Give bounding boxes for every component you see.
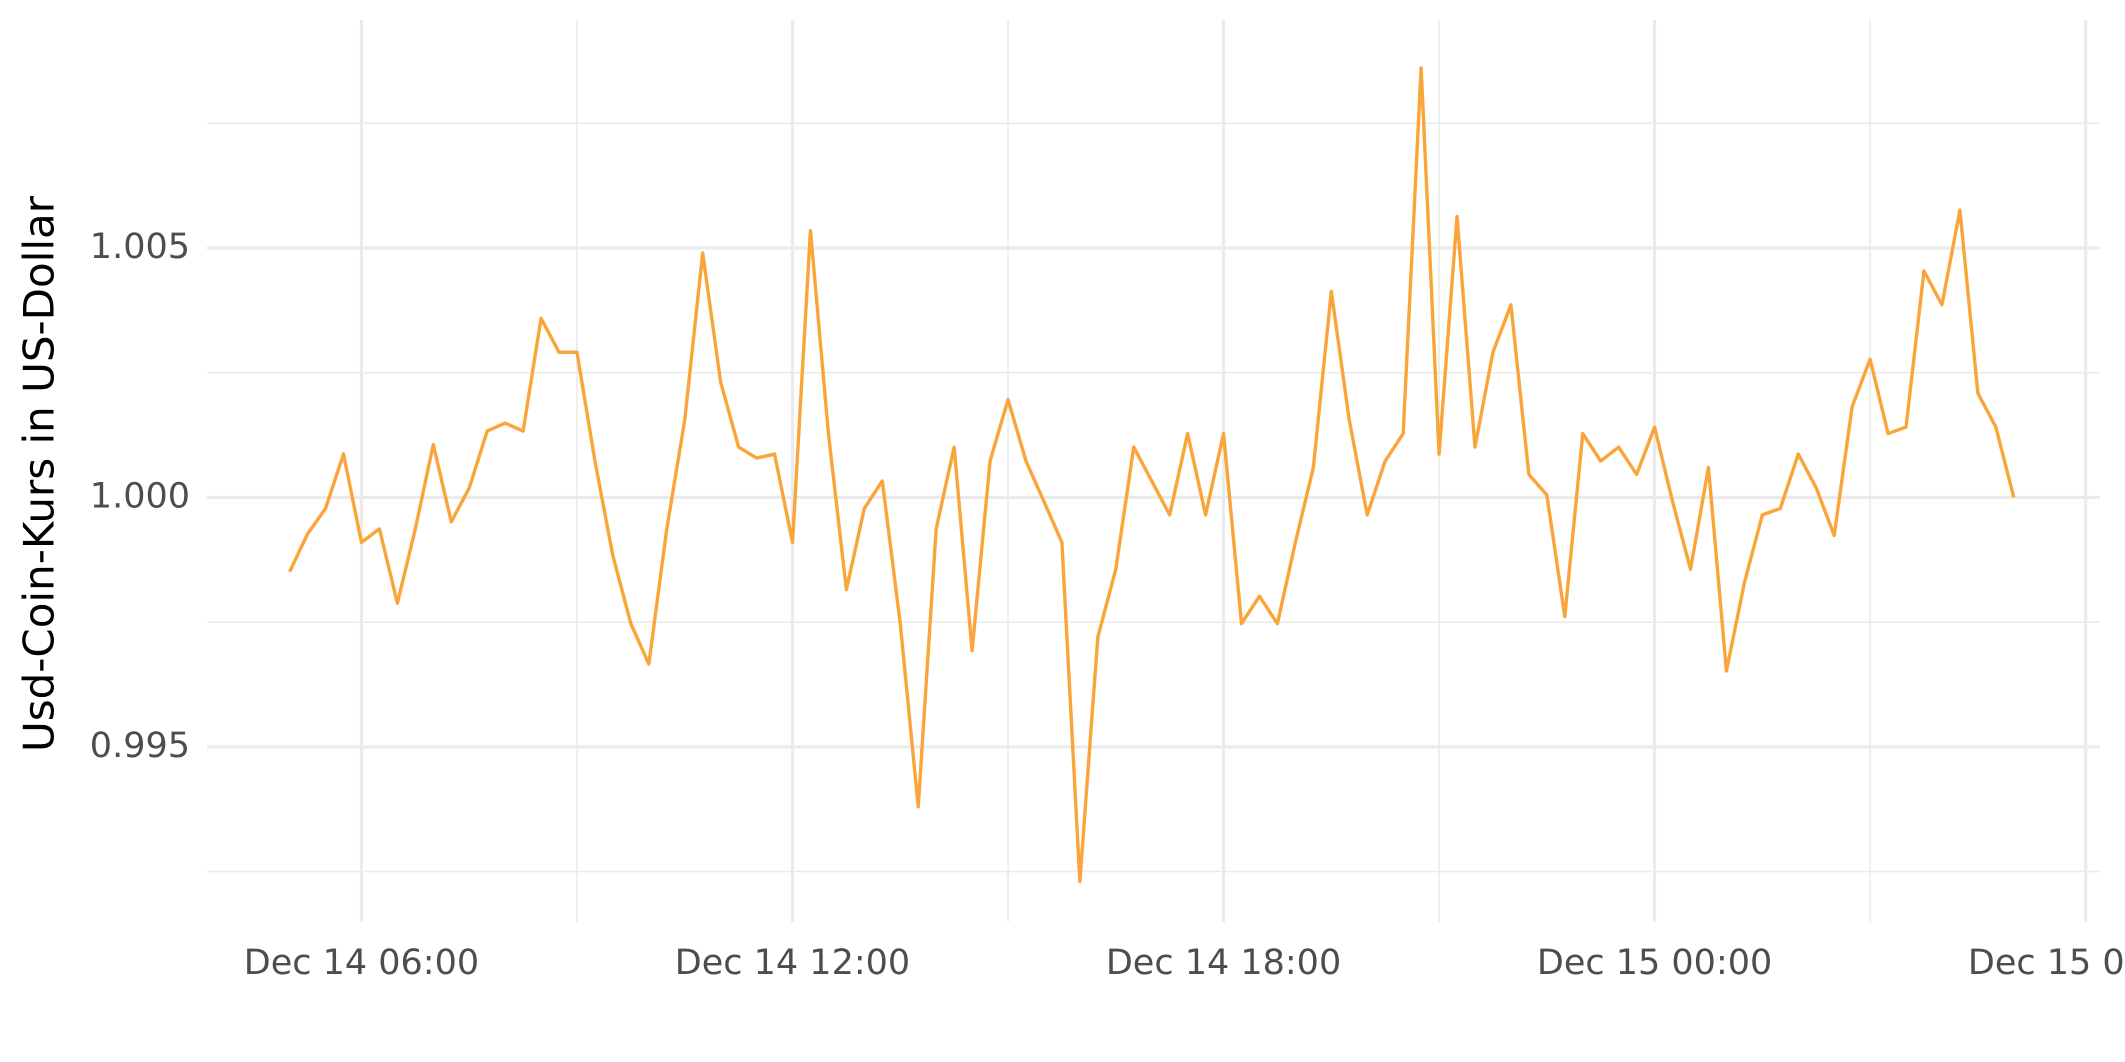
- x-tick-label: Dec 15 00:00: [1537, 943, 1772, 983]
- data-line: [288, 66, 2016, 884]
- y-axis-title: Usd-Coin-Kurs in US-Dollar: [15, 195, 64, 752]
- y-tick-label: 1.000: [90, 476, 190, 516]
- x-tick-label: Dec 15 06:00: [1968, 943, 2125, 983]
- grid: [207, 20, 2100, 922]
- x-tick-label: Dec 14 12:00: [675, 943, 910, 983]
- y-tick-label: 1.005: [90, 227, 190, 267]
- x-tick-label: Dec 14 06:00: [244, 943, 479, 983]
- axis-labels: 0.995 1.000 1.005 Dec 14 06:00 Dec 14 12:00 D…: [90, 227, 2125, 983]
- x-tick-label: Dec 14 18:00: [1106, 943, 1341, 983]
- plot-area: [288, 66, 2016, 884]
- y-tick-label: 0.995: [90, 726, 190, 766]
